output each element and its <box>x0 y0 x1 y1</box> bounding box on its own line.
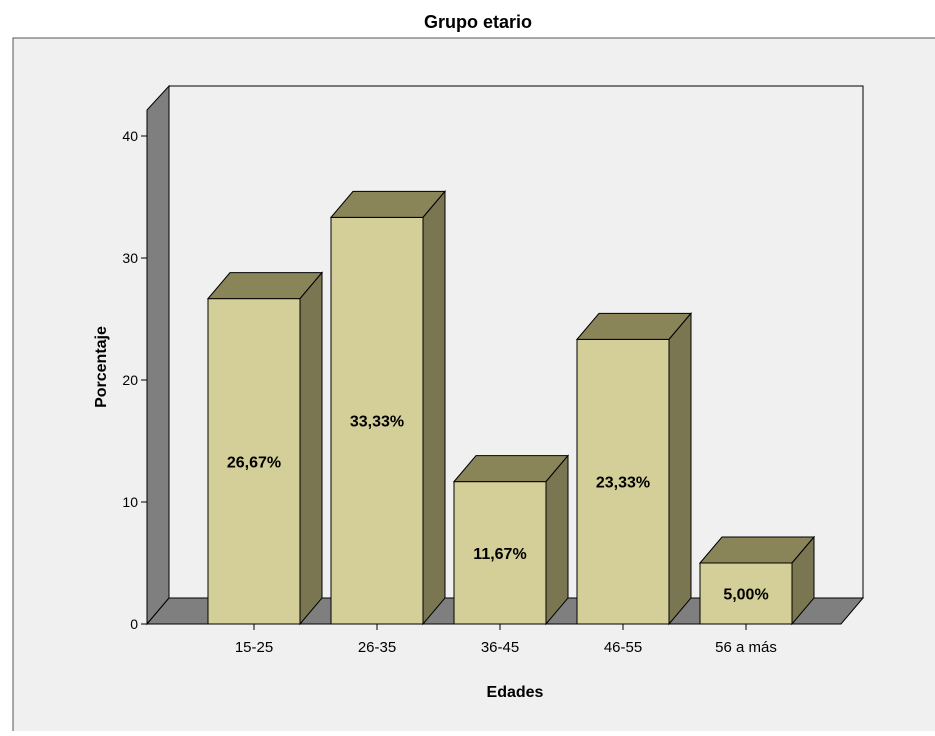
x-tick-label: 36-45 <box>481 639 519 656</box>
y-tick-label: 0 <box>130 616 138 632</box>
bar <box>576 338 670 625</box>
bar-value-label: 11,67% <box>473 546 526 563</box>
x-tick-label: 26-35 <box>358 639 396 656</box>
x-tick-label: 46-55 <box>604 639 642 656</box>
x-tick-label: 15-25 <box>235 639 273 656</box>
bar-value-label: 33,33% <box>350 414 404 431</box>
bar <box>453 481 547 625</box>
chart-title: Grupo etario <box>424 12 532 32</box>
bars-layer <box>206 190 816 626</box>
y-tick-label: 20 <box>122 372 138 388</box>
x-axis-title: Edades <box>487 684 544 701</box>
bar-value-label: 5,00% <box>723 587 768 604</box>
y-axis-title: Porcentaje <box>93 326 110 408</box>
bar-side <box>668 312 692 626</box>
bar-side <box>545 454 569 626</box>
bar <box>207 298 301 625</box>
bar-value-label: 23,33% <box>596 475 650 492</box>
labels-layer: 15-25 26,67% 26-35 33,33% 36-45 11,67% 46-55 23… <box>227 414 777 656</box>
bar-side <box>422 190 446 626</box>
bar-value-label: 26,67% <box>227 454 281 471</box>
left-wall <box>146 84 170 626</box>
y-tick-label: 10 <box>122 494 138 510</box>
bar-side <box>299 271 323 626</box>
bar-side <box>791 535 815 626</box>
y-tick-label: 30 <box>122 250 138 266</box>
bar <box>330 216 424 625</box>
x-tick-label: 56 a más <box>715 639 777 656</box>
y-tick-label: 40 <box>122 128 138 144</box>
